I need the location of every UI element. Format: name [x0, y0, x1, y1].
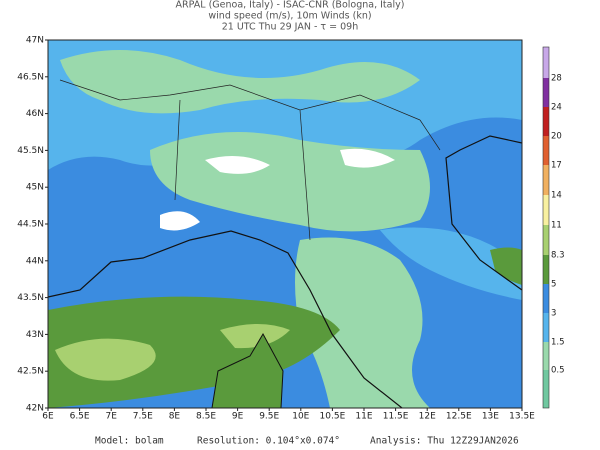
colorbar-label: 5 [551, 280, 556, 290]
lon-label: 7.5E [133, 412, 153, 422]
lat-label: 46.5N [17, 72, 44, 82]
lat-label: 46N [26, 109, 44, 119]
lon-label: 11E [355, 412, 372, 422]
header-line: wind speed (m/s), 10m Winds (kn) [208, 11, 371, 22]
lon-label: 11.5E [383, 412, 409, 422]
lon-label: 12E [419, 412, 436, 422]
colorbar-label: 11 [551, 221, 562, 231]
lon-label: 6.5E [70, 412, 90, 422]
colorbar-label: 8.3 [551, 251, 565, 261]
lat-label: 45.5N [17, 146, 44, 156]
lon-label: 13.5E [509, 412, 535, 422]
header-line: 21 UTC Thu 29 JAN - τ = 09h [222, 22, 358, 33]
lat-label: 43N [26, 330, 44, 340]
colorbar-label: 20 [551, 132, 562, 142]
footer-analysis: Analysis: Thu 12Z29JAN2026 [370, 436, 519, 447]
lat-label: 42N [26, 404, 44, 414]
colorbar-label: 0.5 [551, 366, 565, 376]
colorbar-label: 14 [551, 191, 562, 201]
colorbar-label: 24 [551, 103, 562, 113]
lat-label: 45N [26, 183, 44, 193]
colorbar [542, 46, 550, 409]
lon-label: 9E [232, 412, 244, 422]
lon-label: 13E [482, 412, 499, 422]
lat-label: 44N [26, 256, 44, 266]
map-field [48, 40, 522, 408]
lat-label: 44.5N [17, 220, 44, 230]
colorbar-label: 3 [551, 309, 556, 319]
lat-label: 42.5N [17, 367, 44, 377]
lon-label: 9.5E [259, 412, 279, 422]
lon-label: 6E [42, 412, 54, 422]
lon-label: 7E [105, 412, 117, 422]
colorbar-label: 17 [551, 161, 562, 171]
lon-label: 10E [292, 412, 309, 422]
footer-resolution: Resolution: 0.104°x0.074° [197, 436, 340, 447]
lat-label: 43.5N [17, 293, 44, 303]
lon-label: 8E [169, 412, 181, 422]
lon-label: 10.5E [320, 412, 346, 422]
lon-label: 8.5E [196, 412, 216, 422]
header-line: ARPAL (Genoa, Italy) - ISAC-CNR (Bologna… [176, 0, 405, 11]
lon-label: 12.5E [446, 412, 472, 422]
lat-label: 47N [26, 36, 44, 46]
colorbar-label: 1.5 [551, 338, 565, 348]
colorbar-label: 28 [551, 74, 562, 84]
footer-model: Model: bolam [95, 436, 164, 447]
